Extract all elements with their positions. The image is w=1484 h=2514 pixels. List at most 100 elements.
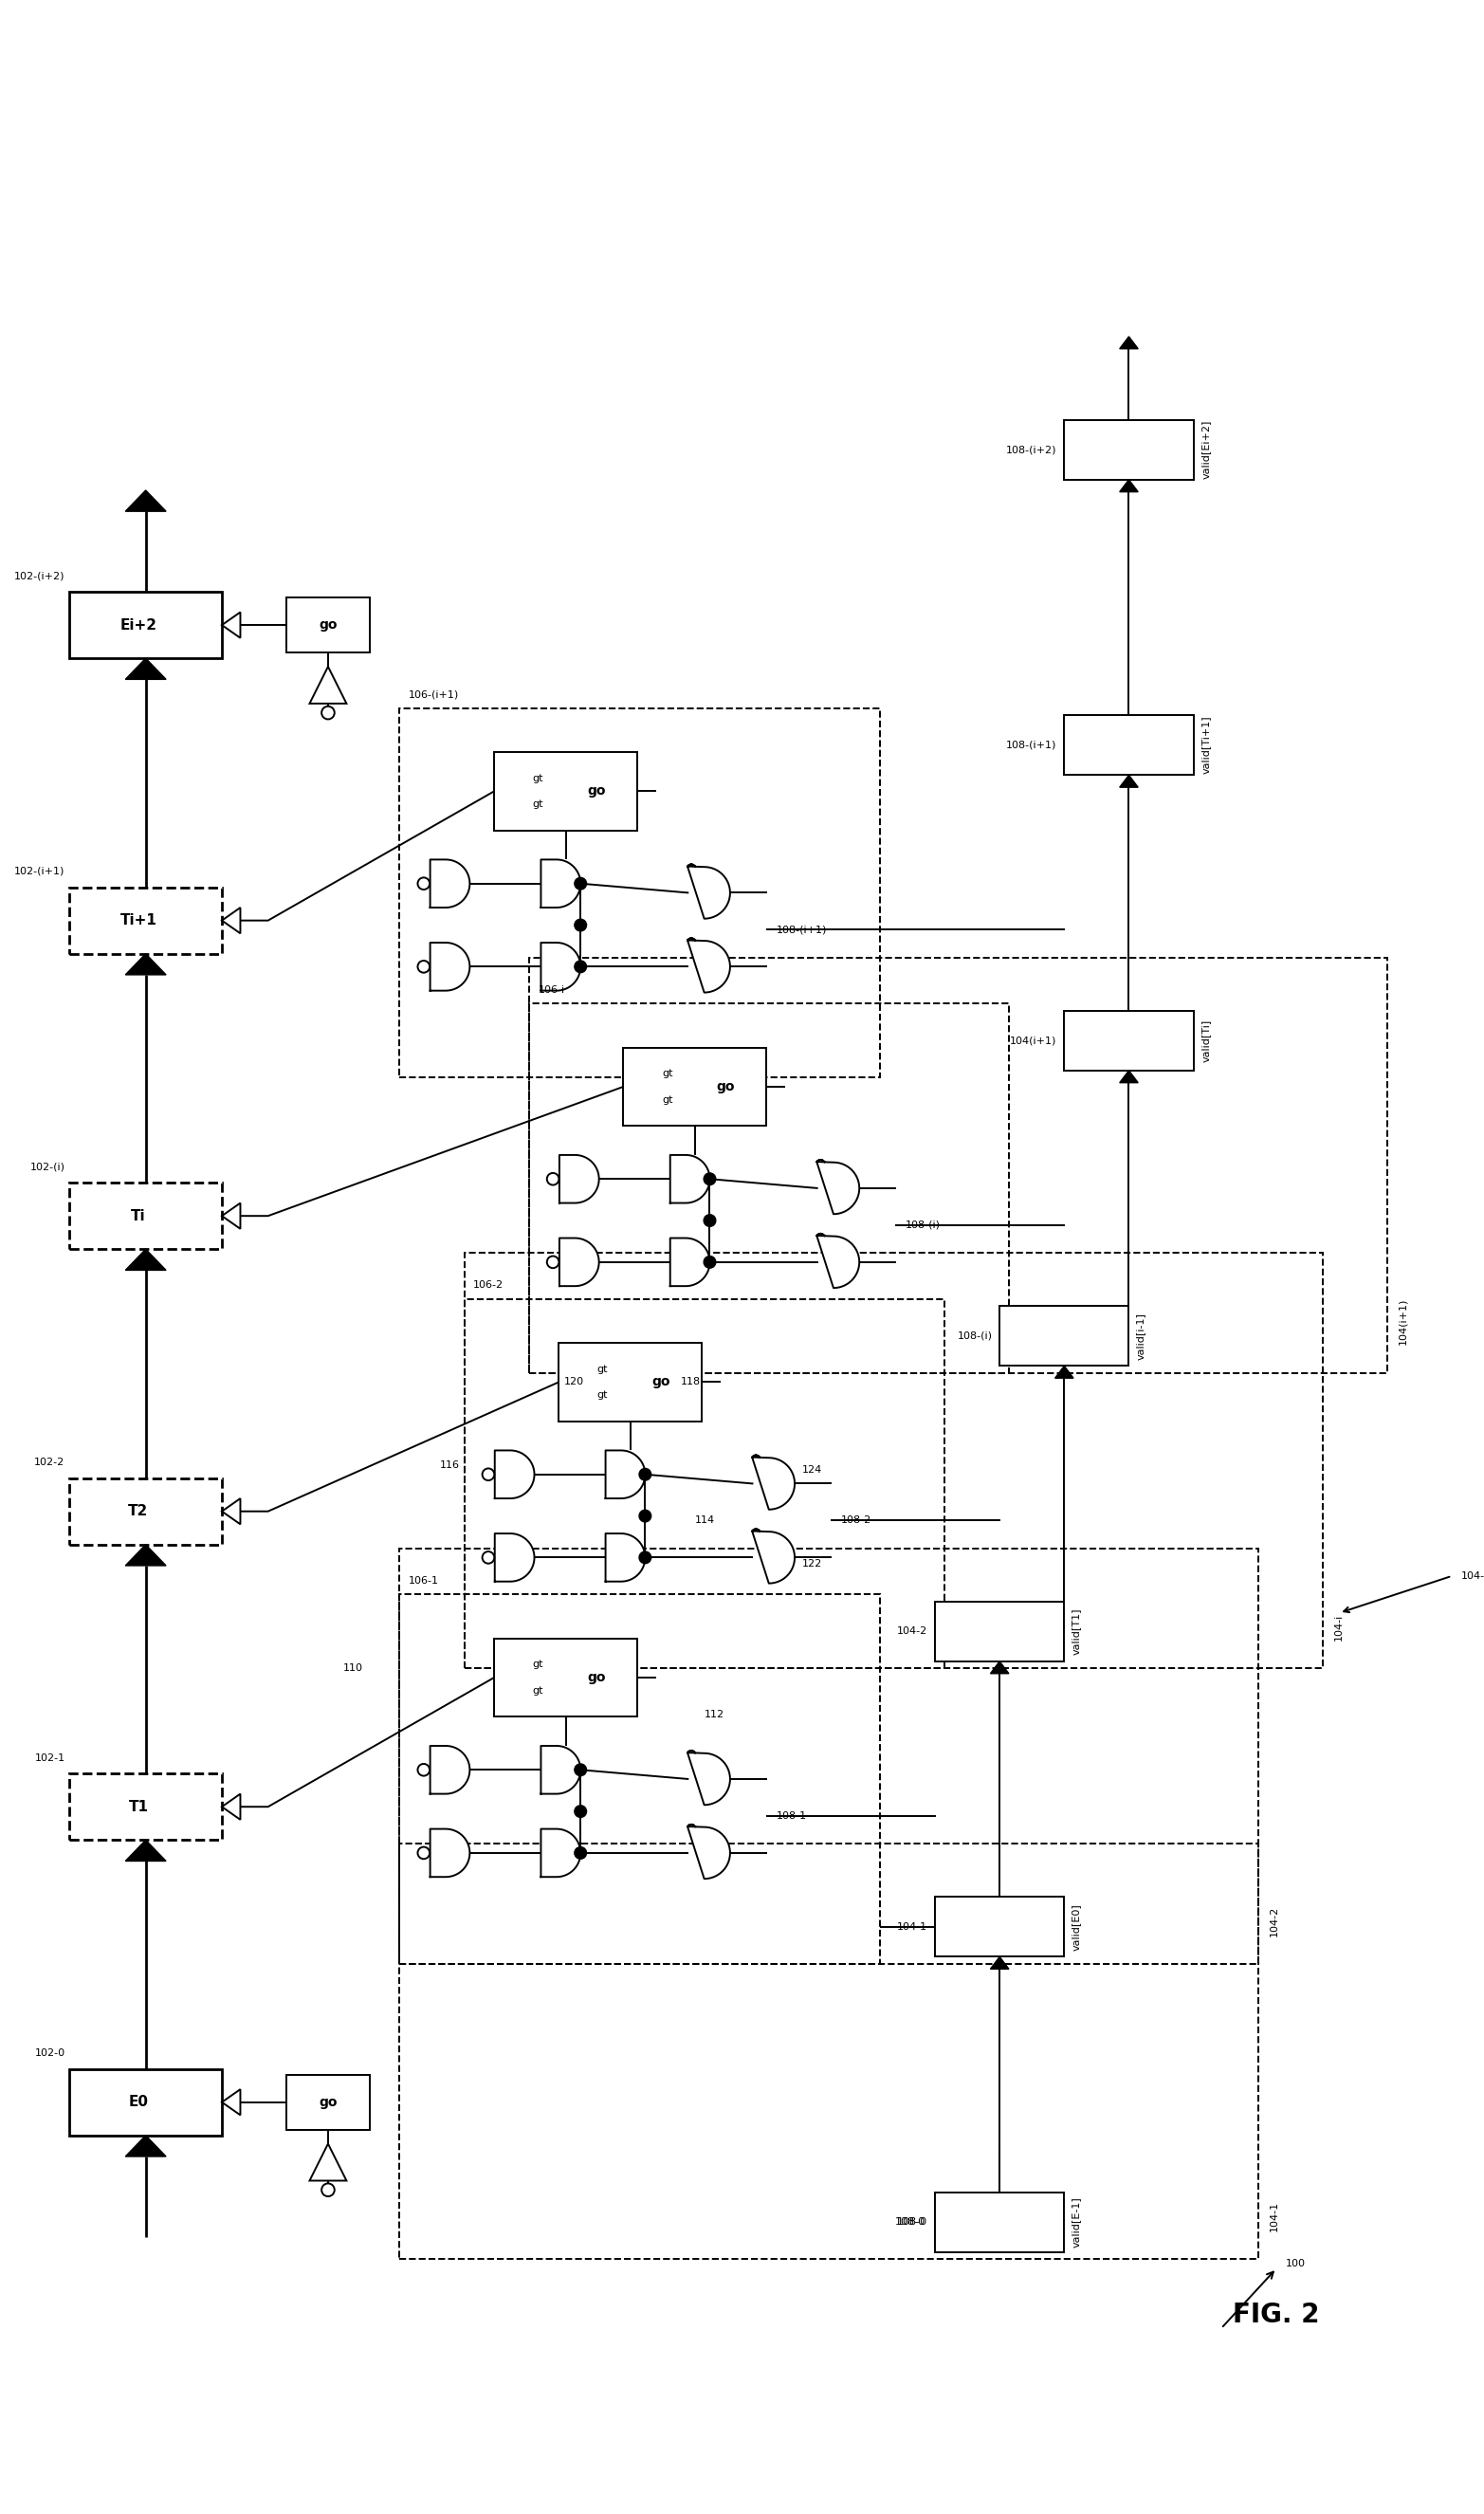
Text: Ti+1: Ti+1 [120, 913, 157, 928]
Polygon shape [1055, 1365, 1073, 1378]
Circle shape [574, 877, 586, 890]
Polygon shape [310, 666, 346, 704]
Text: 106-2: 106-2 [473, 1280, 505, 1290]
Text: 102-2: 102-2 [34, 1458, 65, 1468]
Bar [399, 709, 880, 1079]
Polygon shape [671, 1154, 709, 1204]
Text: 106-1: 106-1 [408, 1576, 439, 1586]
Bar [464, 1300, 944, 1669]
Polygon shape [223, 1498, 240, 1523]
Circle shape [417, 1765, 430, 1775]
Polygon shape [540, 943, 580, 991]
Polygon shape [816, 1234, 859, 1287]
Circle shape [574, 1765, 586, 1775]
Polygon shape [605, 1534, 646, 1581]
Polygon shape [126, 953, 166, 975]
Text: 102-1: 102-1 [34, 1752, 65, 1762]
Polygon shape [687, 938, 730, 993]
Text: 102-0: 102-0 [34, 2049, 65, 2059]
Text: gt: gt [597, 1390, 608, 1400]
Bar [1000, 1305, 1129, 1365]
Circle shape [482, 1468, 494, 1481]
Text: gt: gt [533, 1659, 543, 1669]
Bar [935, 1896, 1064, 1956]
Bar [70, 887, 223, 953]
Text: 108-(i+2): 108-(i+2) [1006, 445, 1057, 455]
Polygon shape [223, 611, 240, 639]
Circle shape [548, 1174, 559, 1184]
Bar [464, 1252, 1322, 1669]
Circle shape [482, 1551, 494, 1564]
Polygon shape [223, 1204, 240, 1229]
Bar [70, 1182, 223, 1249]
Text: 116: 116 [439, 1461, 460, 1471]
Polygon shape [540, 1828, 580, 1878]
Polygon shape [430, 943, 470, 991]
Polygon shape [1119, 774, 1138, 787]
Text: 120: 120 [564, 1378, 585, 1388]
Polygon shape [1119, 480, 1138, 493]
Polygon shape [540, 860, 580, 908]
Polygon shape [126, 1544, 166, 1566]
Bar [623, 1048, 767, 1126]
Text: go: go [588, 784, 605, 797]
Text: 108-(i): 108-(i) [957, 1332, 993, 1340]
Text: valid[T1]: valid[T1] [1071, 1609, 1082, 1654]
Text: 110: 110 [343, 1664, 362, 1672]
Polygon shape [1119, 337, 1138, 349]
Text: 104-1: 104-1 [1269, 2200, 1279, 2232]
Circle shape [574, 1848, 586, 1858]
Text: 104-1: 104-1 [898, 1923, 928, 1931]
Bar [1064, 420, 1193, 480]
Bar [70, 1772, 223, 1840]
Polygon shape [494, 1534, 534, 1581]
Text: 104-i: 104-i [1334, 1614, 1343, 1642]
Circle shape [574, 960, 586, 973]
Polygon shape [430, 1745, 470, 1795]
Text: valid[E0]: valid[E0] [1071, 1903, 1082, 1951]
Circle shape [640, 1511, 651, 1521]
Text: valid[Ti+1]: valid[Ti+1] [1201, 716, 1211, 774]
Text: 100: 100 [1285, 2260, 1306, 2268]
Polygon shape [126, 1249, 166, 1270]
Text: Ei+2: Ei+2 [120, 618, 157, 631]
Text: 108-(i+1): 108-(i+1) [1006, 739, 1057, 749]
Polygon shape [687, 1825, 730, 1878]
Text: 108-(i): 108-(i) [905, 1219, 941, 1229]
Polygon shape [223, 2089, 240, 2114]
Text: gt: gt [533, 799, 543, 810]
Bar [70, 2069, 223, 2134]
Text: 124: 124 [801, 1466, 822, 1473]
Polygon shape [605, 1451, 646, 1498]
Text: FIG. 2: FIG. 2 [1233, 2300, 1319, 2328]
Text: T2: T2 [128, 1503, 148, 1518]
Text: 108-0: 108-0 [898, 2217, 928, 2227]
Circle shape [640, 1468, 651, 1481]
Text: 108-(i+1): 108-(i+1) [776, 925, 827, 935]
Text: 106-(i+1): 106-(i+1) [408, 689, 460, 699]
Text: gt: gt [597, 1365, 608, 1375]
Text: 104(i+1): 104(i+1) [1398, 1297, 1408, 1345]
Text: valid[i-1]: valid[i-1] [1137, 1312, 1146, 1360]
Text: 112: 112 [705, 1710, 724, 1720]
Polygon shape [494, 1451, 534, 1498]
Circle shape [703, 1257, 715, 1267]
Circle shape [548, 1257, 559, 1267]
Polygon shape [559, 1237, 600, 1287]
Polygon shape [687, 865, 730, 918]
Polygon shape [126, 1840, 166, 1860]
Polygon shape [310, 2144, 346, 2180]
Polygon shape [223, 908, 240, 933]
Bar [528, 1003, 1009, 1373]
Text: 102-(i+1): 102-(i+1) [15, 867, 65, 877]
Bar [1064, 1011, 1193, 1071]
Circle shape [574, 920, 586, 930]
Bar [70, 1478, 223, 1544]
Text: valid[Ei+2]: valid[Ei+2] [1201, 420, 1211, 480]
Text: Ti: Ti [131, 1209, 145, 1222]
Circle shape [417, 877, 430, 890]
Polygon shape [540, 1745, 580, 1795]
Text: gt: gt [662, 1068, 672, 1079]
Text: 106-i: 106-i [539, 985, 565, 996]
Polygon shape [752, 1456, 794, 1508]
